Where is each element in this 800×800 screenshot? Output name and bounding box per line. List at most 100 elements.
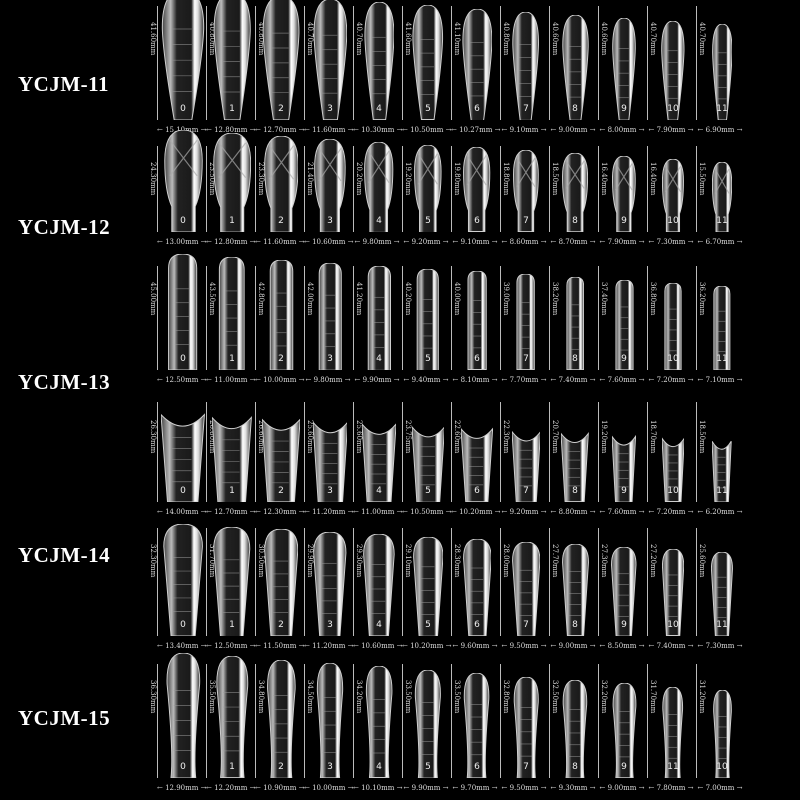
width-value: 9.60mm — [460, 642, 490, 650]
dimension-line — [598, 402, 599, 502]
nail-size-number: 1 — [229, 620, 235, 630]
nail-size-number: 10 — [667, 620, 679, 630]
length-label: 37.40mm — [600, 282, 608, 316]
width-value: 11.60mm — [312, 126, 346, 134]
dimension-line — [157, 146, 158, 232]
length-label: 39.00mm — [502, 282, 510, 316]
nail-tip — [219, 256, 245, 370]
dimension-line — [157, 6, 158, 120]
width-value: 7.90mm — [607, 238, 637, 246]
width-value: 13.00mm — [165, 238, 199, 246]
nail-tip — [367, 265, 391, 370]
length-label: 40.60mm — [551, 22, 559, 56]
nail-tip — [462, 539, 492, 636]
nail-tip — [263, 529, 299, 636]
width-value: 10.60mm — [312, 238, 346, 246]
nail-tip — [412, 5, 444, 120]
dimension-line — [598, 146, 599, 232]
nail-tip — [314, 138, 346, 232]
width-value: 9.40mm — [411, 376, 441, 384]
nail-size-number: 9 — [621, 620, 627, 630]
nail-size-number: 7 — [523, 620, 529, 630]
length-label: 26.30mm — [149, 420, 157, 454]
nail-size-number: 0 — [180, 762, 186, 772]
width-label: ← 7.30mm → — [648, 238, 694, 246]
nail-size-number: 7 — [523, 216, 529, 226]
width-label: ← 14.00mm → — [157, 508, 207, 516]
dimension-line — [696, 6, 697, 120]
width-label: ← 12.70mm → — [206, 508, 256, 516]
width-label: ← 11.20mm → — [304, 642, 354, 650]
width-label: ← 9.30mm → — [550, 784, 596, 792]
dimension-line — [549, 6, 550, 120]
width-label: ← 9.20mm → — [403, 238, 449, 246]
nail-tip — [269, 259, 293, 370]
nail-size-number: 6 — [474, 762, 480, 772]
nail-size-number: 8 — [572, 216, 578, 226]
dimension-line — [500, 266, 501, 370]
nail-size-number: 2 — [278, 216, 284, 226]
nail-size-number: 0 — [180, 620, 186, 630]
width-label: ← 10.20mm → — [451, 508, 501, 516]
nail-tip — [711, 162, 733, 232]
width-label: ← 13.00mm → — [157, 238, 207, 246]
dimension-line — [500, 402, 501, 502]
width-value: 9.80mm — [362, 238, 392, 246]
length-label: 32.20mm — [600, 680, 608, 714]
dimension-line — [206, 266, 207, 370]
width-value: 9.30mm — [558, 784, 588, 792]
dimension-line — [500, 664, 501, 778]
width-value: 7.60mm — [607, 508, 637, 516]
nail-size-number: 0 — [180, 216, 186, 226]
model-label: YCJM-12 — [18, 215, 111, 239]
width-value: 10.30mm — [361, 126, 395, 134]
dimension-line — [353, 266, 354, 370]
nail-size-number: 0 — [180, 486, 186, 496]
length-label: 27.70mm — [551, 544, 559, 578]
width-value: 10.50mm — [410, 126, 444, 134]
width-value: 9.20mm — [509, 508, 539, 516]
dimension-line — [206, 146, 207, 232]
width-value: 12.70mm — [263, 126, 297, 134]
nail-tip — [612, 435, 636, 502]
nail-tip — [561, 14, 589, 120]
nail-tip — [213, 132, 251, 232]
width-value: 10.00mm — [263, 376, 297, 384]
width-value: 7.10mm — [705, 376, 735, 384]
nail-tip — [262, 0, 300, 120]
nail-tip — [664, 283, 682, 370]
width-value: 12.30mm — [263, 508, 297, 516]
nail-tip — [411, 425, 445, 502]
width-value: 9.50mm — [509, 642, 539, 650]
width-value: 12.90mm — [165, 784, 199, 792]
nail-size-number: 10 — [667, 354, 679, 364]
length-label: 41.60mm — [149, 22, 157, 56]
nail-tip — [464, 673, 490, 778]
width-label: ← 12.20mm → — [206, 784, 256, 792]
dimension-line — [255, 528, 256, 636]
length-label: 29.30mm — [355, 544, 363, 578]
width-label: ← 11.00mm → — [353, 508, 403, 516]
nail-size-number: 4 — [376, 486, 382, 496]
nail-size-number: 2 — [278, 354, 284, 364]
length-label: 36.80mm — [649, 282, 657, 316]
dimension-line — [353, 664, 354, 778]
nail-size-number: 8 — [572, 104, 578, 114]
nail-size-number: 5 — [425, 762, 431, 772]
nail-size-number: 5 — [425, 620, 431, 630]
nail-tip — [516, 274, 536, 370]
dimension-line — [402, 266, 403, 370]
length-label: 31.20mm — [698, 680, 706, 714]
nail-size-number: 10 — [667, 104, 679, 114]
nail-tip — [316, 663, 344, 778]
nail-size-number: 8 — [572, 762, 578, 772]
length-label: 40.80mm — [502, 22, 510, 56]
width-label: ← 11.60mm → — [255, 238, 305, 246]
nail-size-number: 6 — [474, 486, 480, 496]
length-label: 38.20mm — [551, 282, 559, 316]
dimension-line — [451, 266, 452, 370]
nail-size-number: 11 — [716, 354, 728, 364]
nail-size-number: 1 — [229, 762, 235, 772]
nail-tip — [562, 679, 588, 778]
dimension-line — [157, 528, 158, 636]
